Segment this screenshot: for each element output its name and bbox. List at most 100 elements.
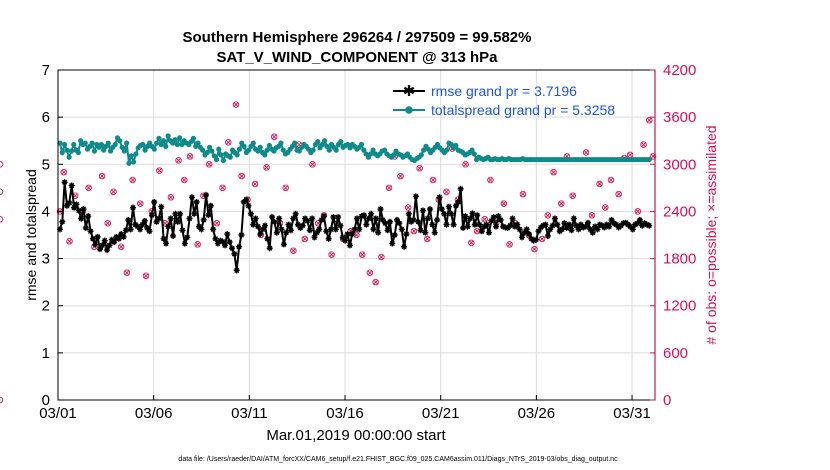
obs-assimilated-point xyxy=(424,236,430,242)
obs-assimilated-point xyxy=(520,191,526,197)
rmse-point xyxy=(601,224,608,231)
rmse-point xyxy=(507,222,514,229)
rmse-point xyxy=(240,199,247,205)
spread-point xyxy=(310,147,316,153)
rmse-point xyxy=(476,221,483,228)
y-tick-label: 5 xyxy=(42,156,50,173)
left-axis: 0 1 2 3 4 5 6 7 xyxy=(42,62,63,409)
rmse-point xyxy=(537,224,544,231)
obs-possible-point xyxy=(602,204,609,211)
chart-title-line2: SAT_V_WIND_COMPONENT @ 313 hPa xyxy=(216,49,498,66)
obs-possible-point xyxy=(290,247,297,254)
spread-point xyxy=(130,159,137,165)
obs-assimilated-point xyxy=(551,169,557,175)
rmse-point xyxy=(155,215,162,222)
obs-possible-point xyxy=(358,251,366,258)
rmse-series xyxy=(56,179,653,274)
rmse-point xyxy=(320,213,327,220)
rmse-point xyxy=(127,226,134,233)
rmse-point xyxy=(438,206,445,213)
rmse-point xyxy=(231,250,238,257)
rmse-point xyxy=(481,223,488,230)
footer-data-file: data file: /Users/raeder/DAI/ATM_forcXX/… xyxy=(178,456,618,463)
obs-possible-point xyxy=(640,141,647,148)
obs-possible-point xyxy=(263,164,270,171)
spread-point xyxy=(163,143,169,149)
rmse-point xyxy=(500,223,507,230)
rmse-point xyxy=(554,221,561,228)
spread-point xyxy=(98,141,104,148)
obs-assimilated-point xyxy=(405,204,411,211)
x-axis: 03/01 03/06 03/11 03/16 03/21 03/26 03/31 xyxy=(39,395,651,422)
rmse-point xyxy=(398,226,405,233)
rmse-point xyxy=(198,226,205,233)
rmse-point xyxy=(636,216,643,223)
rmse-point xyxy=(186,215,193,222)
rmse-point xyxy=(551,215,558,222)
rmse-point xyxy=(570,215,577,222)
rmse-point xyxy=(87,228,94,235)
spread-point xyxy=(126,160,132,166)
rmse-point xyxy=(224,231,231,238)
spread-point xyxy=(206,144,213,150)
obs-assimilated-point xyxy=(443,189,449,195)
y2-tick-label: 3000 xyxy=(663,156,696,173)
obs-assimilated-point xyxy=(616,191,622,197)
obs-assimilated-point xyxy=(206,161,212,167)
rmse-point xyxy=(203,191,210,198)
obs-assimilated-point xyxy=(583,149,589,156)
x-tick-label: 03/26 xyxy=(518,405,556,422)
spread-point xyxy=(179,141,185,148)
spread-point xyxy=(91,148,98,154)
rmse-point xyxy=(474,212,481,219)
rmse-point xyxy=(162,240,169,247)
spread-point xyxy=(101,147,107,153)
obs-possible-point xyxy=(429,176,437,184)
rmse-point xyxy=(195,223,202,230)
y-axis-label: rmse and totalspread xyxy=(23,169,39,301)
obs-possible-point xyxy=(129,176,136,184)
rmse-point xyxy=(559,226,566,233)
rmse-point xyxy=(323,228,330,235)
rmse-point xyxy=(113,233,120,240)
rmse-point xyxy=(516,226,523,233)
obs-assimilated-point xyxy=(474,228,480,234)
obs-possible-point xyxy=(110,188,117,196)
rmse-point xyxy=(68,182,75,189)
rmse-point xyxy=(462,213,469,220)
rmse-point xyxy=(111,239,118,246)
obs-assimilated-point xyxy=(225,139,231,145)
rmse-point xyxy=(108,236,115,243)
rmse-point xyxy=(273,229,280,236)
obs-assimilated-point xyxy=(143,273,149,279)
rmse-point xyxy=(488,217,495,224)
obs-assimilated-point xyxy=(545,212,551,218)
obs-possible-point xyxy=(649,153,657,160)
rmse-point xyxy=(394,216,401,223)
rmse-point xyxy=(151,199,158,205)
rmse-point xyxy=(606,223,613,230)
spread-point xyxy=(107,148,114,154)
x-tick-label: 03/16 xyxy=(326,405,364,422)
rmse-point xyxy=(346,242,353,249)
rmse-point xyxy=(299,222,306,229)
rmse-point xyxy=(372,215,379,222)
rmse-point xyxy=(165,223,172,230)
spread-point xyxy=(177,135,183,141)
obs-assimilated-point xyxy=(507,241,513,247)
rmse-point xyxy=(627,223,634,230)
rmse-point xyxy=(608,216,615,223)
legend-rmse-marker: ✱ xyxy=(403,83,416,100)
spread-point xyxy=(133,151,139,157)
rmse-point xyxy=(639,222,646,229)
rmse-point xyxy=(563,224,570,231)
rmse-point xyxy=(66,199,73,206)
x-tick-label: 03/31 xyxy=(613,405,651,422)
rmse-point xyxy=(160,235,167,242)
spread-point xyxy=(322,138,328,144)
rmse-point xyxy=(304,217,311,224)
rmse-point xyxy=(434,216,441,223)
spread-point xyxy=(326,147,332,153)
spread-point xyxy=(121,148,127,154)
obs-possible-point xyxy=(500,200,508,207)
